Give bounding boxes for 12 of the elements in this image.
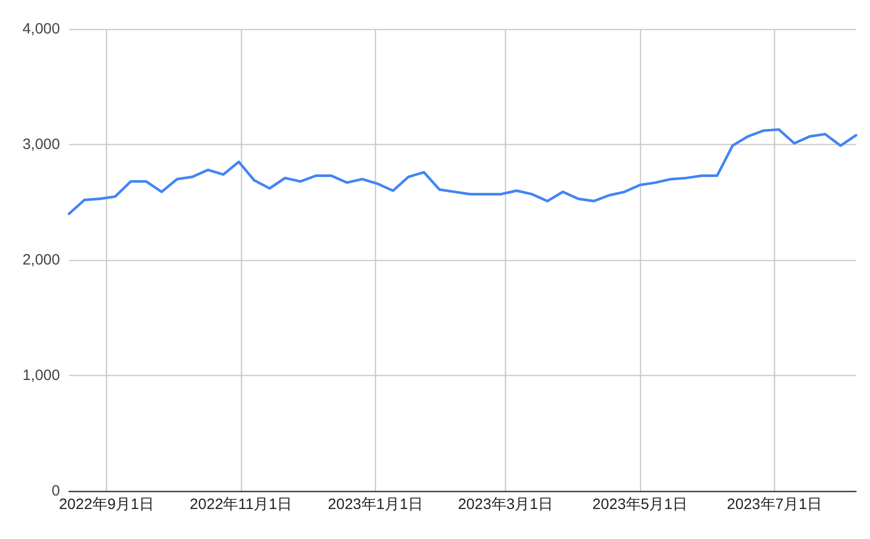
y-tick-label: 0 (52, 482, 60, 500)
x-tick-label: 2023年7月1日 (726, 496, 822, 513)
x-tick-label: 2022年11月1日 (190, 496, 292, 513)
x-tick-label: 2023年1月1日 (328, 496, 423, 513)
y-tick-label: 1,000 (22, 367, 60, 384)
x-tick-label: 2023年5月1日 (592, 496, 688, 513)
x-tick-label: 2023年3月1日 (458, 496, 554, 513)
y-tick-label: 4,000 (22, 20, 60, 38)
line-series (68, 128, 858, 216)
y-tick-label: 2,000 (22, 252, 60, 268)
y-tick-label: 3,000 (22, 136, 60, 153)
x-tick-label: 2022年9月1日 (58, 496, 154, 513)
